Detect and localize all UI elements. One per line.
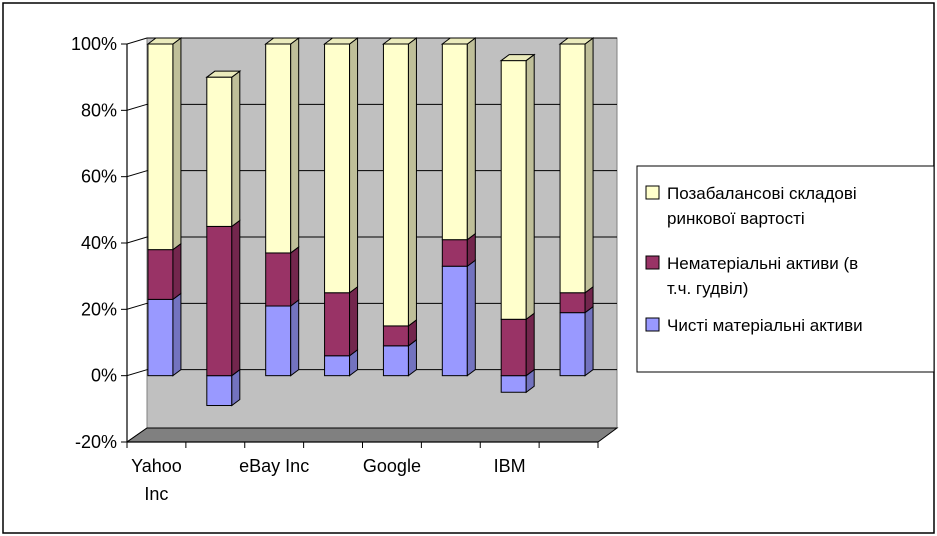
- bar-segment-side: [584, 305, 594, 377]
- bar-segment: [147, 298, 174, 377]
- bar-segment-side: [349, 285, 359, 357]
- bar-segment: [265, 252, 292, 307]
- bar-segment-side: [290, 37, 300, 254]
- bar-segment-side: [466, 259, 476, 377]
- floor-face: [125, 427, 619, 443]
- bar-segment: [441, 239, 468, 267]
- bar-segment: [559, 292, 586, 314]
- x-axis-tick-labels: Yahoo Inc eBay Inc Google IBM: [131, 456, 526, 504]
- bar-stack: [205, 70, 242, 407]
- bar-segment-side: [231, 219, 241, 377]
- bar-segment-side: [172, 242, 182, 301]
- chart-floor: [125, 427, 619, 443]
- gridline-side: [126, 37, 148, 45]
- bar-segment-side: [584, 37, 594, 294]
- bar-segment-side: [349, 37, 359, 294]
- bar-segment-side: [172, 37, 182, 251]
- bar-stack: [146, 37, 183, 377]
- bar-top: [499, 54, 536, 62]
- bar-segment-side: [290, 299, 300, 377]
- bar-segment: [147, 249, 174, 300]
- bar-stack: [558, 37, 595, 377]
- bar-stack: [381, 37, 418, 377]
- x-tick-label: Inc: [144, 484, 168, 504]
- legend-label-off-balance-line2: ринкової вартості: [667, 209, 805, 228]
- y-tick-label: 0%: [91, 366, 117, 386]
- x-tick-label: eBay Inc: [239, 456, 309, 476]
- bar-segment-side: [525, 53, 535, 321]
- bar-segment: [324, 43, 351, 294]
- legend-label-intangible-line2: т.ч. гудвіл): [667, 279, 748, 298]
- bar-top: [381, 37, 418, 45]
- bar-segment: [382, 325, 409, 347]
- legend-swatch-off-balance: [645, 185, 660, 200]
- bar-segment: [324, 292, 351, 357]
- axes: [121, 43, 599, 448]
- bar-segment: [382, 43, 409, 327]
- bars: [146, 37, 595, 407]
- bar-segment-side: [172, 292, 182, 377]
- bar-segment: [382, 345, 409, 377]
- bar-segment-side: [525, 312, 535, 377]
- bar-top: [440, 37, 477, 45]
- bar-stack: [440, 37, 477, 377]
- bar-segment: [559, 43, 586, 294]
- bar-segment: [206, 76, 233, 227]
- legend-box: [636, 165, 935, 373]
- bar-segment-side: [231, 70, 241, 228]
- y-tick-label: -20%: [75, 432, 117, 452]
- bar-segment: [324, 355, 351, 377]
- bar-top: [323, 37, 360, 45]
- bar-segment: [206, 225, 233, 377]
- bar-segment: [265, 43, 292, 254]
- bar-top: [264, 37, 301, 45]
- bar-stack: [323, 37, 360, 377]
- y-axis-tick-labels: -20% 0% 20% 40% 60% 80% 100%: [71, 34, 117, 452]
- bar-top: [146, 37, 183, 45]
- legend-label-off-balance-line1: Позабалансові складові: [667, 184, 857, 203]
- legend-label-tangible: Чисті матеріальні активи: [667, 316, 863, 335]
- bar-segment: [559, 312, 586, 377]
- bar-segment-side: [466, 37, 476, 241]
- y-tick-label: 100%: [71, 34, 117, 54]
- legend-label-intangible-line1: Нематеріальні активи (в: [667, 254, 858, 273]
- y-tick-label: 20%: [81, 299, 117, 319]
- legend: Позабалансові складові ринкової вартості…: [636, 165, 935, 373]
- bar-segment: [500, 60, 527, 320]
- bar-top: [205, 70, 242, 78]
- bar-segment: [500, 318, 527, 377]
- bar-segment: [441, 265, 468, 377]
- gridline-side: [126, 302, 148, 310]
- gridline-side: [126, 170, 148, 178]
- legend-swatch-intangible: [645, 255, 660, 270]
- x-tick-label: Yahoo: [131, 456, 182, 476]
- bar-segment: [441, 43, 468, 241]
- y-tick-label: 80%: [81, 100, 117, 120]
- x-tick-label: IBM: [494, 456, 526, 476]
- bar-stack: [264, 37, 301, 377]
- bar-segment: [265, 305, 292, 377]
- bar-segment: [206, 375, 233, 407]
- legend-swatch-tangible: [645, 317, 660, 332]
- y-tick-label: 60%: [81, 167, 117, 187]
- gridline-side: [126, 103, 148, 111]
- gridline-side: [126, 369, 148, 377]
- bar-segment: [147, 43, 174, 251]
- bar-segment-side: [407, 37, 417, 327]
- gridline-side: [126, 236, 148, 244]
- bar-stack: [499, 53, 536, 394]
- bar-top: [558, 37, 595, 45]
- bar-segment-side: [290, 245, 300, 308]
- bar-segment: [500, 375, 527, 393]
- x-tick-label: Google: [363, 456, 421, 476]
- y-tick-label: 40%: [81, 233, 117, 253]
